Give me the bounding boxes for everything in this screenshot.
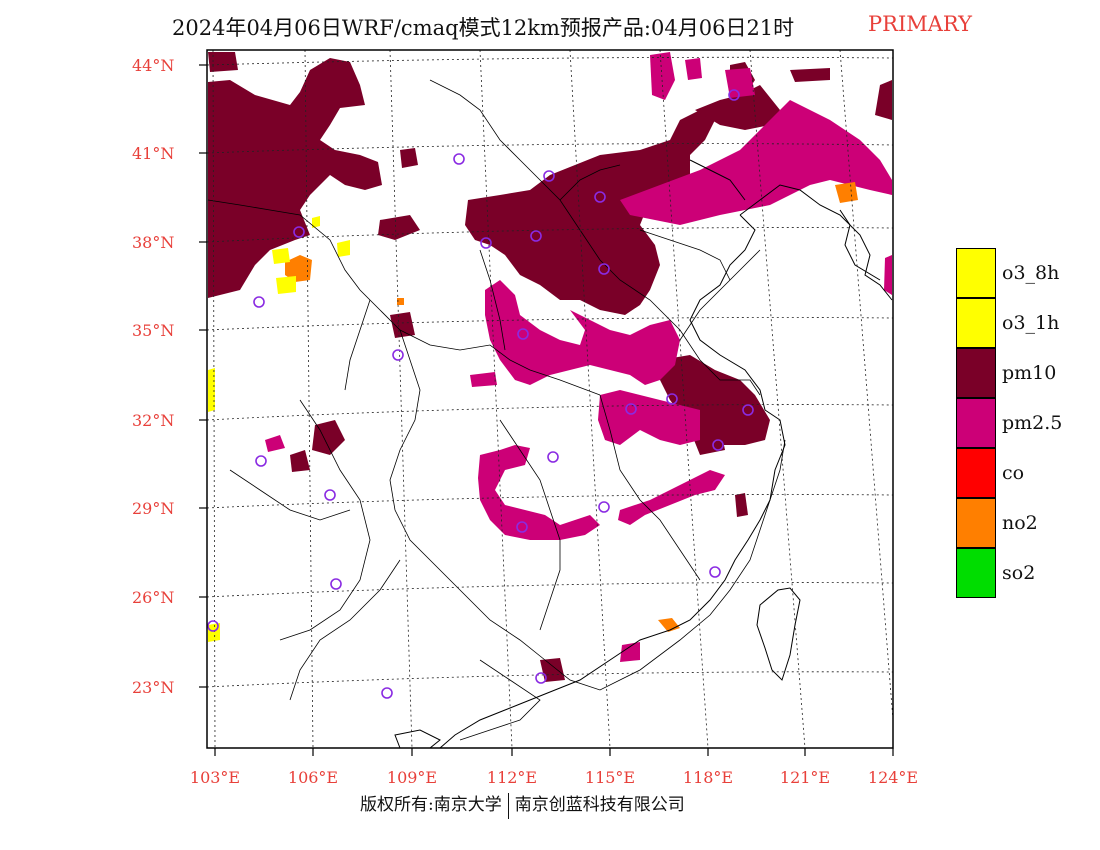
legend-swatch <box>956 498 996 548</box>
lat-label: 32°N <box>132 411 175 430</box>
lat-label: 38°N <box>132 233 175 252</box>
lon-label: 124°E <box>867 768 919 787</box>
map-frame <box>206 49 894 749</box>
lon-label: 112°E <box>486 768 538 787</box>
lon-label: 115°E <box>584 768 636 787</box>
legend-label: so2 <box>1002 562 1036 584</box>
lon-label: 103°E <box>189 768 241 787</box>
lon-label: 121°E <box>779 768 831 787</box>
legend-label: pm10 <box>1002 362 1057 384</box>
station-markers <box>207 89 754 699</box>
axis-ticks <box>199 64 894 756</box>
legend-label: o3_8h <box>1002 262 1060 284</box>
o3-regions <box>208 216 350 642</box>
legend-label: no2 <box>1002 512 1038 534</box>
hainan-outline <box>394 729 441 749</box>
title-text: 2024年04月06日WRF/cmaq模式12km预报产品:04月06日21时 <box>172 16 795 40</box>
lon-label: 118°E <box>682 768 734 787</box>
copyright-footer: 版权所有:南京大学 南京创蓝科技有限公司 <box>360 790 685 819</box>
title-primary-tag: PRIMARY <box>868 12 972 36</box>
lat-label: 29°N <box>132 499 175 518</box>
pm10-regions <box>208 52 892 682</box>
legend-swatch <box>956 298 996 348</box>
footer-divider <box>507 792 509 819</box>
lat-label: 44°N <box>132 56 175 75</box>
lat-label: 35°N <box>132 321 175 340</box>
legend-label: pm2.5 <box>1002 412 1063 434</box>
lon-label: 109°E <box>386 768 438 787</box>
no2-regions <box>285 182 858 632</box>
graticule <box>206 49 894 749</box>
copyright-left: 版权所有:南京大学 <box>360 795 502 815</box>
lat-label: 41°N <box>132 144 175 163</box>
legend-swatch <box>956 398 996 448</box>
legend-label: co <box>1002 462 1025 484</box>
copyright-right: 南京创蓝科技有限公司 <box>514 795 685 815</box>
coastline <box>439 159 893 749</box>
taiwan-outline <box>756 587 801 681</box>
province-boundaries <box>207 79 786 741</box>
legend-swatch <box>956 248 996 298</box>
legend-swatch <box>956 548 996 598</box>
legend-label: o3_1h <box>1002 312 1060 334</box>
lat-label: 23°N <box>132 678 175 697</box>
lon-label: 106°E <box>287 768 339 787</box>
legend-swatch <box>956 448 996 498</box>
legend-swatch <box>956 348 996 398</box>
lat-label: 26°N <box>132 588 175 607</box>
